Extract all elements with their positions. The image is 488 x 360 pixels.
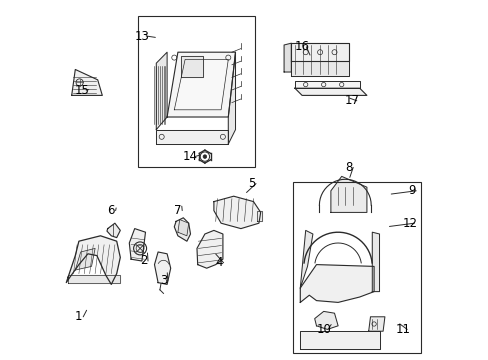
Polygon shape [213, 196, 260, 229]
Polygon shape [72, 69, 102, 95]
Polygon shape [174, 218, 190, 241]
Text: 4: 4 [215, 256, 223, 269]
Polygon shape [300, 230, 312, 288]
Polygon shape [107, 223, 120, 238]
Polygon shape [294, 81, 359, 88]
Polygon shape [156, 52, 167, 130]
Text: 9: 9 [407, 184, 415, 197]
Polygon shape [330, 176, 366, 212]
Text: 2: 2 [140, 255, 147, 267]
Text: 17: 17 [345, 94, 359, 107]
Bar [292, 182, 420, 353]
Text: 14: 14 [183, 150, 198, 163]
Polygon shape [167, 52, 235, 117]
Text: 10: 10 [316, 323, 330, 336]
Text: 11: 11 [395, 323, 409, 336]
Text: 15: 15 [74, 84, 89, 96]
Polygon shape [181, 56, 203, 77]
Text: 1: 1 [75, 310, 82, 323]
Polygon shape [228, 52, 235, 144]
Polygon shape [68, 275, 120, 283]
Polygon shape [284, 43, 291, 72]
Text: 8: 8 [345, 161, 352, 174]
Polygon shape [300, 265, 373, 302]
Polygon shape [154, 252, 170, 284]
Text: 12: 12 [402, 217, 417, 230]
Polygon shape [174, 59, 228, 110]
Polygon shape [294, 88, 366, 95]
Text: 5: 5 [247, 177, 255, 190]
Polygon shape [75, 248, 95, 270]
Polygon shape [314, 311, 337, 329]
Polygon shape [197, 230, 223, 268]
Text: 16: 16 [294, 40, 309, 53]
Polygon shape [66, 236, 120, 284]
Text: 3: 3 [160, 274, 167, 287]
Polygon shape [291, 61, 348, 76]
Polygon shape [300, 331, 379, 349]
Polygon shape [129, 229, 145, 261]
Circle shape [203, 155, 206, 158]
Polygon shape [291, 43, 348, 61]
Polygon shape [371, 232, 379, 292]
Text: 13: 13 [134, 30, 149, 42]
Text: 7: 7 [174, 204, 181, 217]
Bar [138, 16, 255, 167]
Polygon shape [368, 317, 384, 331]
Polygon shape [257, 211, 261, 221]
Text: 6: 6 [107, 204, 115, 217]
Polygon shape [178, 220, 188, 236]
Polygon shape [156, 130, 228, 144]
